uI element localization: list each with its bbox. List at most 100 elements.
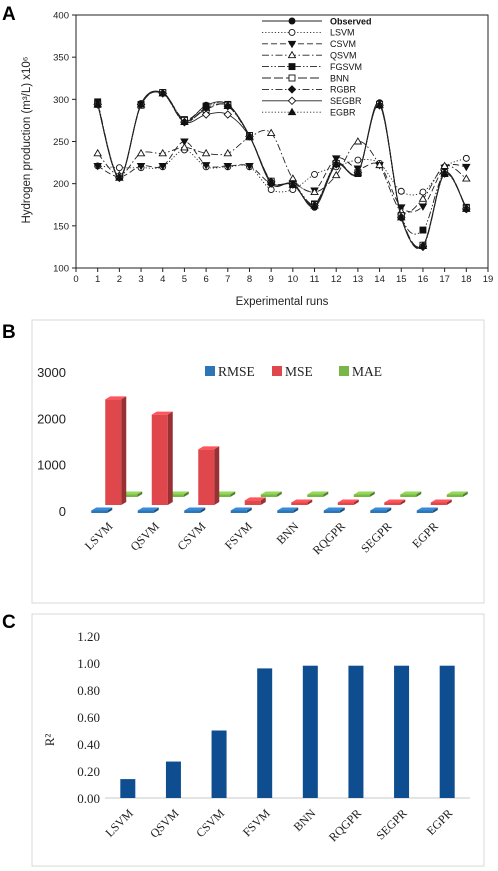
chart-b-bar-side [462,491,468,497]
chart-a-point [223,148,233,157]
chart-b-bar-top [137,507,159,511]
chart-a-point [266,128,276,137]
chart-a-series-csvm [93,138,471,213]
chart-a-series-line [97,149,467,196]
chart-b-bar-front [337,502,354,505]
chart-b-bar-top [446,491,468,495]
chart-b-bar-top [184,507,206,511]
chart-a-point [266,177,276,185]
chart-b-bar-top [416,507,438,511]
chart-b-bar-side [386,507,392,513]
chart-b-bar-mae-rqgpr [353,491,375,497]
chart-a-point [136,100,146,108]
chart-b-bar-side [432,507,438,513]
chart-b-bar-rmse-lsvm [91,507,113,513]
chart-b-bar-side [230,491,236,497]
chart-b-legend-swatch [339,366,349,376]
chart-a-x-axis-title: Experimental runs [236,296,329,308]
chart-a-legend-label: CSVM [330,39,356,49]
chart-b-bar-side [107,507,113,513]
chart-b-bar-front [151,414,168,505]
chart-a-series-line [97,91,467,248]
chart-a-point [201,103,211,111]
chart-b-legend-label: MSE [285,364,313,379]
chart-b-bar-front [137,510,154,513]
chart-a-point [418,203,428,211]
panel-a-letter: A [2,4,16,25]
chart-a-point [331,155,341,163]
chart-a-point [201,110,211,119]
chart-b-bar-mae-segpr [400,491,422,497]
chart-b-bar-mse-qsvm [151,411,173,505]
chart-b-legend-swatch [272,366,282,376]
chart-a-x-tick-label: 13 [353,274,364,285]
chart-b-error-3d-bar-chart: 0 1000 2000 3000 LSVM QSVM CSVM FSVM BNN RQGPR SEG… [37,364,468,557]
chart-c-y-tick-label: 1.20 [77,629,100,644]
chart-b-bar-top [307,491,329,495]
chart-b-bar-side [307,499,313,505]
chart-b-bar-side [214,446,220,505]
chart-a-point [310,187,319,196]
chart-a-point [201,148,211,157]
panel-b-letter: B [2,322,16,343]
chart-b-bar-front [277,510,294,513]
chart-b-bar-mse-egpr [430,499,452,505]
chart-b-bar-top [353,491,375,495]
chart-a-point [375,160,384,169]
chart-b-bar-side [339,507,345,513]
chart-b-category-label: FSVM [222,519,255,552]
chart-a-point [115,164,123,172]
chart-a-series-rgbr [93,89,471,252]
chart-a-x-tick-label: 10 [288,274,299,285]
chart-b-bar-side [167,411,173,505]
chart-a-point [353,168,363,176]
chart-a-x-tick-label: 16 [418,274,429,285]
chart-c-y-tick-label: 0.40 [77,737,100,752]
chart-b-frame [31,319,485,604]
chart-b-category-label: RQGPR [310,519,348,557]
chart-a-point [180,143,189,151]
chart-a-point [440,169,449,177]
chart-a-x-tick-label: 1 [95,274,100,285]
chart-b-bar-top [198,446,220,450]
chart-b-bar-front [105,399,122,505]
chart-a-x-tick-label: 18 [461,274,472,285]
chart-a-point [201,162,211,170]
chart-b-bar-front [230,510,247,513]
chart-b-bar-mae-csvm [214,491,236,497]
chart-a-point [223,101,233,110]
chart-b-bar-top [370,507,392,511]
chart-a-series-fgsvm [94,89,470,235]
chart-a-point [310,201,319,209]
chart-b-bar-mse-rqgpr [337,499,359,505]
chart-a-y-tick-label: 100 [53,264,69,275]
chart-a-legend-label: EGBR [330,108,356,118]
chart-a-x-tick-label: 3 [138,274,143,285]
chart-b-bar-side [369,491,375,497]
chart-b-bar-side [183,491,189,497]
chart-b-bar-side [246,507,252,513]
chart-b-bar-front [370,510,387,513]
chart-a-legend-marker [287,40,297,49]
chart-c-y-tick-label: 0.00 [77,791,100,806]
chart-a-point [158,148,168,157]
chart-a-point [180,138,189,146]
chart-a-point [375,100,384,109]
chart-a-point [180,117,189,126]
chart-a-point [418,241,428,250]
chart-a-point [462,204,471,212]
chart-c-category-label: BNN [291,806,319,834]
chart-a-legend-marker [288,17,296,25]
chart-a-legend-label: SEGBR [330,96,362,106]
chart-b-bar-mse-lsvm [105,396,127,505]
chart-a-point [158,89,168,97]
chart-a-y-tick-label: 300 [53,95,69,106]
chart-a-legend-label: Observed [330,16,372,26]
chart-a-series-egbr [93,89,471,250]
chart-b-category-label: EGPR [409,519,441,551]
chart-b-bar-side [400,499,406,505]
chart-b-bar-front [184,510,201,513]
chart-b-bar-front [167,494,184,497]
chart-b-bar-rmse-csvm [184,507,206,513]
chart-c-category-label: LSVM [102,806,136,840]
